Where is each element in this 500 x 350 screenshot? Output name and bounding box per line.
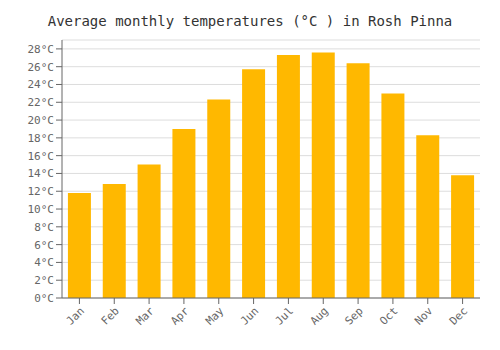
svg-text:24°C: 24°C	[28, 78, 55, 91]
html-text:Average monthly temperatures (: Average monthly temperatures (°C ) in Ro…	[47, 13, 453, 29]
svg-text:2°C: 2°C	[34, 274, 54, 287]
svg-text:Apr: Apr	[168, 304, 192, 328]
svg-text:18°C: 18°C	[28, 132, 55, 145]
svg-text:22°C: 22°C	[28, 96, 55, 109]
svg-text:6°C: 6°C	[34, 239, 54, 252]
svg-text:16°C: 16°C	[28, 150, 55, 163]
svg-text:10°C: 10°C	[28, 203, 55, 216]
svg-text:Aug: Aug	[308, 304, 331, 327]
svg-text:4°C: 4°C	[34, 256, 54, 269]
svg-text:Oct: Oct	[377, 304, 400, 327]
svg-text:0°C: 0°C	[34, 292, 54, 305]
svg-text:28°C: 28°C	[28, 43, 55, 56]
svg-text:Sep: Sep	[342, 304, 365, 327]
svg-text:Nov: Nov	[412, 304, 436, 328]
svg-text:14°C: 14°C	[28, 167, 55, 180]
svg-text:Mar: Mar	[133, 304, 157, 328]
svg-text:Jan: Jan	[64, 304, 87, 327]
svg-text:May: May	[203, 304, 227, 328]
svg-text:Feb: Feb	[99, 304, 122, 327]
svg-text:20°C: 20°C	[28, 114, 55, 127]
svg-text:26°C: 26°C	[28, 61, 55, 74]
svg-text:Jul: Jul	[273, 304, 296, 327]
svg-text:Dec: Dec	[447, 304, 470, 327]
svg-text:12°C: 12°C	[28, 185, 55, 198]
svg-text:Jun: Jun	[238, 304, 261, 327]
svg-text:8°C: 8°C	[34, 221, 54, 234]
